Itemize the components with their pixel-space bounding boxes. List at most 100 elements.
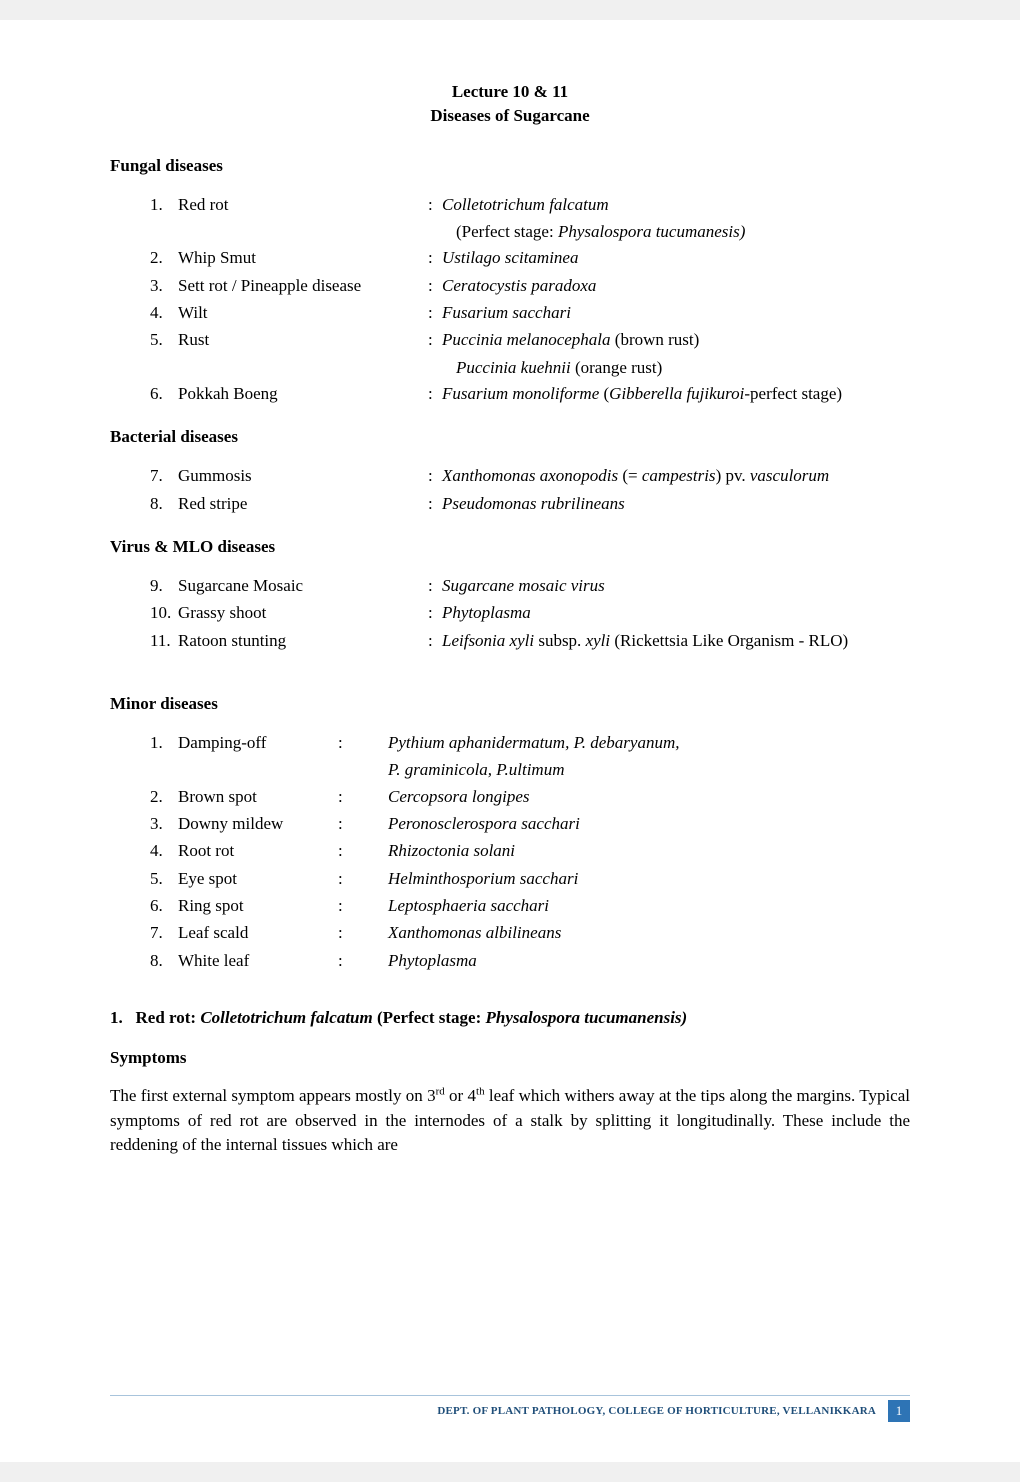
pathogen: Fusarium monoliforme (Gibberella fujikur…: [442, 381, 910, 407]
colon: :: [428, 573, 442, 599]
list-item: 1. Red rot : Colletotrichum falcatum: [150, 192, 910, 218]
item-number: 2.: [150, 784, 178, 810]
pathogen: Phytoplasma: [442, 600, 910, 626]
item-number: 7.: [150, 463, 178, 489]
disease-name: Pokkah Boeng: [178, 381, 428, 407]
detail-heading-species: Colletotrichum falcatum: [200, 1008, 372, 1027]
pathogen: Xanthomonas albilineans: [388, 920, 910, 946]
list-item: 8. White leaf : Phytoplasma: [150, 948, 910, 974]
disease-name: White leaf: [178, 948, 338, 974]
pathogen: Sugarcane mosaic virus: [442, 573, 910, 599]
item-number: 1.: [150, 730, 178, 756]
item-number: 1.: [150, 192, 178, 218]
disease-name: Root rot: [178, 838, 338, 864]
list-item: 7. Leaf scald : Xanthomonas albilineans: [150, 920, 910, 946]
lecture-title-line2: Diseases of Sugarcane: [110, 104, 910, 128]
pathogen: Xanthomonas axonopodis (= campestris) pv…: [442, 463, 910, 489]
disease-name: Brown spot: [178, 784, 338, 810]
detail-heading-num: 1.: [110, 1008, 123, 1027]
item-number: 5.: [150, 866, 178, 892]
disease-name: Ratoon stunting: [178, 628, 428, 654]
colon: :: [428, 628, 442, 654]
colon: :: [428, 245, 442, 271]
section-heading-virus: Virus & MLO diseases: [110, 537, 910, 557]
disease-name: Whip Smut: [178, 245, 428, 271]
item-number: 3.: [150, 273, 178, 299]
item-number: 4.: [150, 300, 178, 326]
minor-list: 1. Damping-off : Pythium aphanidermatum,…: [150, 730, 910, 974]
detail-heading-label: Red rot:: [136, 1008, 197, 1027]
list-item: 11. Ratoon stunting : Leifsonia xyli sub…: [150, 628, 910, 654]
item-number: 3.: [150, 811, 178, 837]
item-number: 4.: [150, 838, 178, 864]
colon: :: [428, 600, 442, 626]
pathogen: Helminthosporium sacchari: [388, 866, 910, 892]
disease-name: Sugarcane Mosaic: [178, 573, 428, 599]
list-item: 1. Damping-off : Pythium aphanidermatum,…: [150, 730, 910, 756]
detail-heading-paren: (Perfect stage:: [377, 1008, 486, 1027]
colon: :: [338, 730, 388, 756]
colon: :: [338, 893, 388, 919]
pathogen-continuation: Puccinia kuehnii (orange rust): [456, 355, 910, 381]
disease-name: Eye spot: [178, 866, 338, 892]
colon: :: [428, 491, 442, 517]
pathogen-continuation: (Perfect stage: Physalospora tucumanesis…: [456, 219, 910, 245]
pathogen-continuation: P. graminicola, P.ultimum: [388, 757, 910, 783]
item-number: 8.: [150, 491, 178, 517]
item-number: 9.: [150, 573, 178, 599]
colon: :: [428, 463, 442, 489]
colon: :: [428, 192, 442, 218]
pathogen: Ustilago scitaminea: [442, 245, 910, 271]
pathogen: Leifsonia xyli subsp. xyli (Rickettsia L…: [442, 628, 910, 654]
list-item: 4. Wilt : Fusarium sacchari: [150, 300, 910, 326]
pathogen: Peronosclerospora sacchari: [388, 811, 910, 837]
list-item: 2. Whip Smut : Ustilago scitaminea: [150, 245, 910, 271]
symptoms-heading: Symptoms: [110, 1048, 910, 1068]
list-item: 6. Pokkah Boeng : Fusarium monoliforme (…: [150, 381, 910, 407]
pathogen: Puccinia melanocephala (brown rust): [442, 327, 910, 353]
item-number: 8.: [150, 948, 178, 974]
list-item: 4. Root rot : Rhizoctonia solani: [150, 838, 910, 864]
pathogen: Leptosphaeria sacchari: [388, 893, 910, 919]
disease-name: Gummosis: [178, 463, 428, 489]
colon: :: [428, 327, 442, 353]
page-footer: DEPT. OF PLANT PATHOLOGY, COLLEGE OF HOR…: [110, 1395, 910, 1422]
list-item: 8. Red stripe : Pseudomonas rubrilineans: [150, 491, 910, 517]
disease-name: Ring spot: [178, 893, 338, 919]
pathogen: Phytoplasma: [388, 948, 910, 974]
item-number: 2.: [150, 245, 178, 271]
list-item: 5. Eye spot : Helminthosporium sacchari: [150, 866, 910, 892]
colon: :: [428, 300, 442, 326]
fungal-list: 1. Red rot : Colletotrichum falcatum (Pe…: [150, 192, 910, 408]
symptoms-body: The first external symptom appears mostl…: [110, 1084, 910, 1158]
bacterial-list: 7. Gummosis : Xanthomonas axonopodis (= …: [150, 463, 910, 517]
colon: :: [338, 811, 388, 837]
pathogen: Pseudomonas rubrilineans: [442, 491, 910, 517]
colon: :: [428, 273, 442, 299]
list-item: 7. Gummosis : Xanthomonas axonopodis (= …: [150, 463, 910, 489]
disease-name: Sett rot / Pineapple disease: [178, 273, 428, 299]
list-item: 5. Rust : Puccinia melanocephala (brown …: [150, 327, 910, 353]
item-number: 11.: [150, 628, 178, 654]
pathogen: Rhizoctonia solani: [388, 838, 910, 864]
disease-name: Downy mildew: [178, 811, 338, 837]
list-item: 9. Sugarcane Mosaic : Sugarcane mosaic v…: [150, 573, 910, 599]
footer-text: DEPT. OF PLANT PATHOLOGY, COLLEGE OF HOR…: [437, 1405, 876, 1417]
list-item: 3. Downy mildew : Peronosclerospora sacc…: [150, 811, 910, 837]
disease-name: Damping-off: [178, 730, 338, 756]
item-number: 10.: [150, 600, 178, 626]
page-number: 1: [888, 1400, 910, 1422]
colon: :: [338, 784, 388, 810]
colon: :: [428, 381, 442, 407]
item-number: 6.: [150, 893, 178, 919]
disease-name: Rust: [178, 327, 428, 353]
disease-name: Grassy shoot: [178, 600, 428, 626]
item-number: 7.: [150, 920, 178, 946]
list-item: 2. Brown spot : Cercopsora longipes: [150, 784, 910, 810]
item-number: 6.: [150, 381, 178, 407]
pathogen: Fusarium sacchari: [442, 300, 910, 326]
page: Lecture 10 & 11 Diseases of Sugarcane Fu…: [0, 20, 1020, 1462]
disease-name: Red stripe: [178, 491, 428, 517]
list-item: 10. Grassy shoot : Phytoplasma: [150, 600, 910, 626]
pathogen: Pythium aphanidermatum, P. debaryanum,: [388, 730, 910, 756]
